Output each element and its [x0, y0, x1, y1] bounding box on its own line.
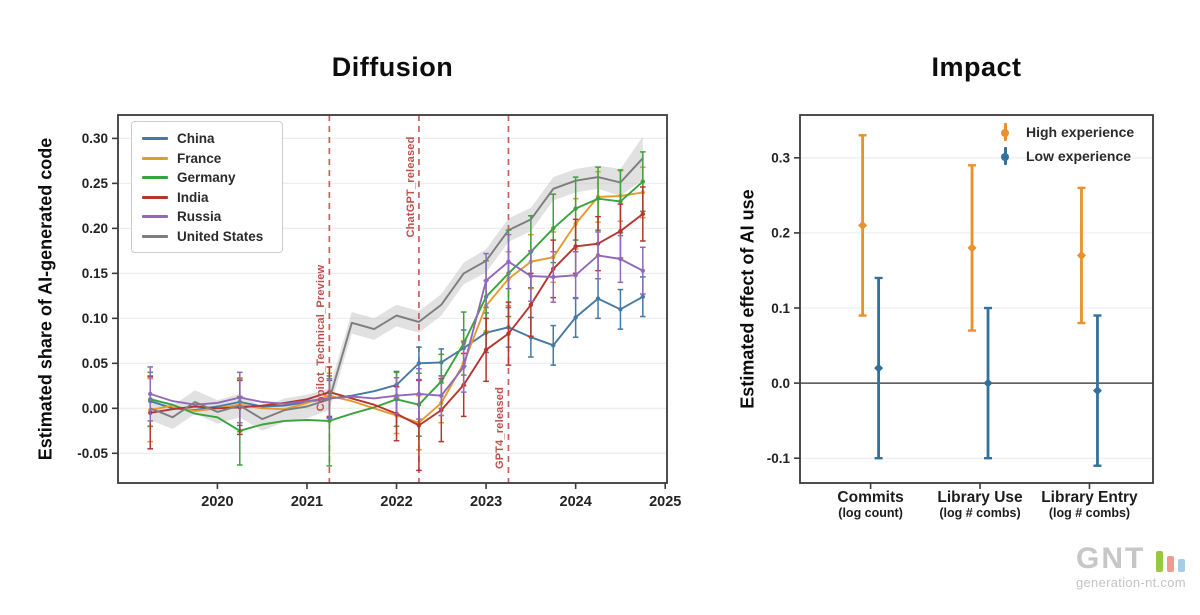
x-tick-label: 2022: [380, 494, 412, 510]
legend-item-low-experience: Low experience: [998, 144, 1134, 168]
impact-legend: High experience Low experience: [998, 120, 1134, 168]
x-category-library-use: Library Use (log # combs): [900, 489, 1060, 520]
legend-item-germany: Germany: [142, 168, 272, 188]
legend-item-united-states: United States: [142, 227, 272, 247]
diffusion-title: Diffusion: [331, 52, 454, 82]
x-category-library-entry: Library Entry (log # combs): [1009, 489, 1169, 520]
category-label: Library Entry: [1041, 489, 1138, 506]
event-label-gpt4-released: GPT4_released: [494, 386, 507, 470]
y-tick-label: 0.00: [82, 401, 108, 416]
errorbar-glyph-icon: [998, 146, 1012, 166]
y-tick-label: 0.3: [771, 151, 790, 166]
watermark-logo: GNT: [1076, 542, 1146, 575]
errorbar-glyph-icon: [998, 122, 1012, 142]
series-russia: [147, 231, 646, 424]
x-tick-label: 2024: [560, 494, 592, 510]
legend-label: Germany: [177, 170, 236, 186]
legend-item-high-experience: High experience: [998, 120, 1134, 144]
legend-item-china: China: [142, 129, 272, 149]
series-united-states: [149, 157, 644, 421]
x-tick-label: 2020: [201, 494, 233, 510]
y-tick-label: 0.20: [82, 221, 108, 236]
category-sublabel: (log count): [838, 506, 903, 520]
y-tick-label: -0.05: [77, 446, 108, 461]
y-tick-label: 0.10: [82, 311, 108, 326]
legend-label: United States: [177, 228, 264, 244]
line-swatch-icon: [142, 215, 168, 219]
event-label-chatgpt-released: ChatGPT_released: [404, 136, 417, 238]
line-swatch-icon: [142, 195, 168, 199]
watermark-site-url: generation-nt.com: [1076, 575, 1186, 590]
category-sublabel: (log # combs): [939, 506, 1021, 520]
x-tick-label: 2021: [291, 494, 323, 510]
impact-series-low-experience: [874, 276, 1102, 467]
legend-label: Russia: [177, 209, 222, 225]
line-swatch-icon: [142, 234, 168, 238]
y-tick-label: 0.30: [82, 131, 108, 146]
y-tick-label: 0.25: [82, 176, 109, 191]
plot-border: [117, 114, 668, 484]
legend-label: China: [177, 131, 215, 147]
impact-y-axis-label: Estimated effect of AI use: [737, 189, 758, 409]
legend-label: France: [177, 150, 222, 166]
line-swatch-icon: [142, 137, 168, 141]
line-swatch-icon: [142, 176, 168, 180]
watermark: GNT generation-nt.com: [1076, 542, 1186, 591]
y-tick-label: 0.1: [771, 301, 790, 316]
x-category-commits: Commits (log count): [791, 489, 951, 520]
legend-label: High experience: [1026, 124, 1135, 140]
category-label: Commits: [837, 489, 904, 506]
diffusion-y-axis-label: Estimated share of AI-generated code: [35, 137, 56, 461]
legend-item-india: India: [142, 188, 272, 208]
plot-border: [799, 114, 1154, 484]
y-tick-label: 0.2: [771, 226, 790, 241]
y-tick-label: -0.1: [767, 451, 791, 466]
event-label-copilot-technical-preview: Copilot_Technical_Preview: [315, 264, 328, 412]
diffusion-legend: China France Germany India Russia United…: [131, 121, 283, 253]
line-swatch-icon: [142, 156, 168, 160]
legend-label: India: [177, 189, 209, 205]
us-confidence-band: [150, 136, 643, 431]
impact-title: Impact: [931, 52, 1022, 82]
x-tick-label: 2023: [470, 494, 502, 510]
legend-label: Low experience: [1026, 148, 1132, 164]
category-sublabel: (log # combs): [1048, 506, 1131, 520]
y-tick-label: 0.0: [771, 376, 790, 391]
signal-bars-icon: [1152, 551, 1186, 572]
legend-item-russia: Russia: [142, 207, 272, 227]
y-tick-label: 0.05: [82, 356, 109, 371]
x-tick-label: 2025: [649, 494, 681, 510]
y-tick-label: 0.15: [82, 266, 109, 281]
legend-item-france: France: [142, 149, 272, 169]
category-label: Library Use: [937, 489, 1023, 506]
